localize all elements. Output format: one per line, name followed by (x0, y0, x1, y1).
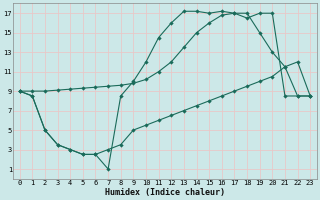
X-axis label: Humidex (Indice chaleur): Humidex (Indice chaleur) (105, 188, 225, 197)
